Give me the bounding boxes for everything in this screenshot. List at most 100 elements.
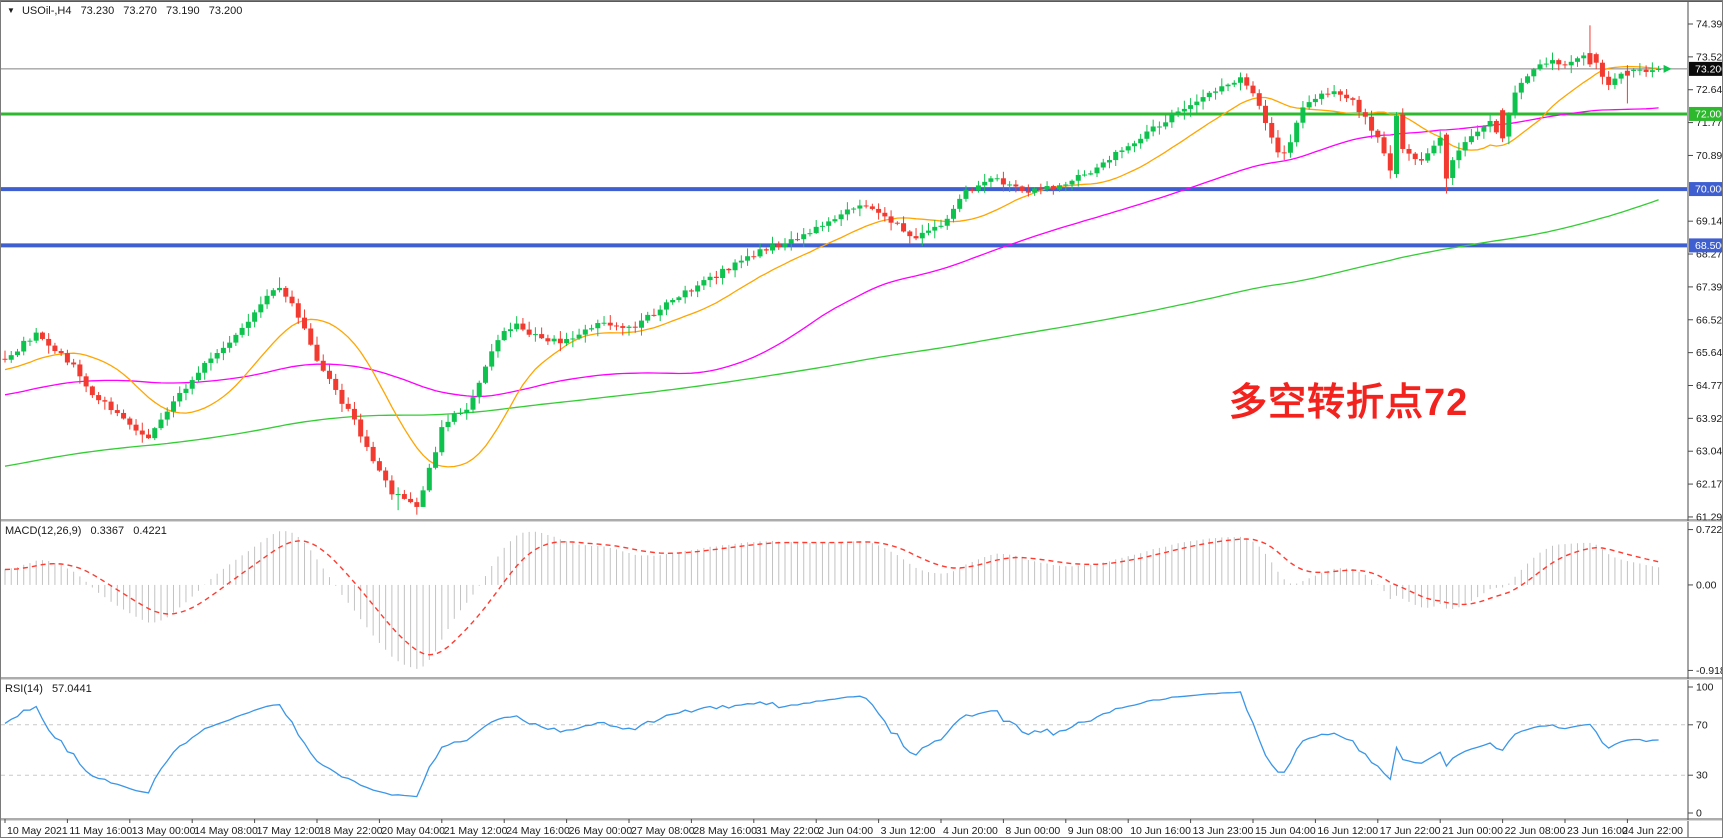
macd-axis[interactable]: 0.7229 0.00 -0.9185 xyxy=(1688,524,1723,677)
candle xyxy=(857,205,863,209)
candle xyxy=(807,233,813,235)
time-tick-label: 15 Jun 04:00 xyxy=(1255,825,1316,837)
rsi-axis-label: 0 xyxy=(1696,808,1702,820)
price-level-badge-label: 70.000 xyxy=(1695,184,1723,196)
candle xyxy=(614,325,620,327)
candle xyxy=(83,376,89,387)
candle xyxy=(495,340,501,352)
ma-slow-line xyxy=(4,199,1659,467)
candle xyxy=(1075,174,1081,181)
candle xyxy=(1418,159,1424,161)
candle xyxy=(638,320,644,328)
candle xyxy=(1094,167,1100,174)
candle xyxy=(1325,93,1331,95)
candle xyxy=(1556,60,1562,65)
candle xyxy=(351,408,357,420)
candle xyxy=(1344,94,1350,99)
chart-text-annotation[interactable]: 多空转折点72 xyxy=(1229,382,1469,424)
time-tick-label: 23 Jun 16:00 xyxy=(1567,825,1628,837)
candle xyxy=(1337,91,1343,95)
candle xyxy=(950,208,956,219)
candle xyxy=(195,372,201,381)
time-tick-label: 10 May 2021 xyxy=(7,825,68,837)
candle xyxy=(289,296,295,304)
candle xyxy=(283,287,289,297)
candle xyxy=(745,256,751,261)
candle xyxy=(1618,73,1624,79)
candle xyxy=(58,351,64,354)
candle xyxy=(1125,146,1131,151)
ma-fast-line xyxy=(4,65,1659,468)
rsi-plot[interactable] xyxy=(1,691,1687,798)
price-axis[interactable]: 74.39573.52072.64571.77070.89569.14568.2… xyxy=(1688,19,1723,524)
candle xyxy=(376,461,382,471)
time-tick-label: 16 Jun 12:00 xyxy=(1317,825,1378,837)
candle xyxy=(1375,130,1381,138)
candle xyxy=(208,358,214,363)
candle xyxy=(333,378,339,390)
candles-layer[interactable] xyxy=(2,25,1662,515)
horizontal-level-lines[interactable] xyxy=(1,68,1687,248)
candle xyxy=(8,355,14,360)
candle xyxy=(720,268,726,278)
rsi-line xyxy=(4,691,1659,798)
candle xyxy=(464,409,470,414)
candle xyxy=(470,397,476,410)
time-tick-label: 2 Jun 04:00 xyxy=(818,825,873,837)
time-tick-label: 18 May 22:00 xyxy=(319,825,383,837)
macd-axis-label: 0.7229 xyxy=(1696,524,1723,536)
candle xyxy=(139,430,145,435)
candle xyxy=(670,300,676,303)
candle xyxy=(482,366,488,383)
price-tick-label: 72.645 xyxy=(1696,84,1723,96)
time-tick-label: 11 May 16:00 xyxy=(69,825,132,837)
candle xyxy=(164,411,170,420)
candle xyxy=(1356,99,1362,113)
time-tick-label: 4 Jun 20:00 xyxy=(943,825,998,837)
candle xyxy=(1537,64,1543,70)
price-tick-label: 62.170 xyxy=(1696,479,1723,491)
candle xyxy=(1306,102,1312,108)
candle xyxy=(1500,110,1506,139)
candle xyxy=(77,364,83,377)
candle xyxy=(1593,54,1599,63)
candle xyxy=(1200,97,1206,102)
candle xyxy=(1250,85,1256,94)
candle xyxy=(932,226,938,231)
quote-close: 73.200 xyxy=(208,5,243,17)
collapse-indicator-icon[interactable]: ▼ xyxy=(7,6,15,15)
candle xyxy=(982,181,988,186)
candle xyxy=(1381,137,1387,154)
price-level-badge xyxy=(1689,238,1722,253)
candle xyxy=(426,467,432,491)
time-tick-label: 17 Jun 22:00 xyxy=(1380,825,1441,837)
ma-mid-line xyxy=(4,107,1659,398)
candle xyxy=(1531,69,1537,77)
candle xyxy=(1144,131,1150,139)
candle xyxy=(89,386,95,396)
time-tick-label: 20 May 04:00 xyxy=(381,825,445,837)
macd-plot[interactable] xyxy=(4,531,1660,669)
candle xyxy=(1518,82,1524,93)
candle xyxy=(882,212,888,217)
symbol-period-label: USOil-,H4 xyxy=(21,5,72,17)
candle xyxy=(1369,116,1375,131)
candle xyxy=(1032,188,1038,193)
candle xyxy=(214,353,220,359)
time-tick-label: 14 May 08:00 xyxy=(194,825,258,837)
candle xyxy=(501,331,507,341)
candle xyxy=(551,338,557,342)
candle xyxy=(1013,184,1019,187)
time-tick-label: 9 Jun 08:00 xyxy=(1068,825,1123,837)
rsi-axis-label: 30 xyxy=(1696,770,1708,782)
rsi-axis[interactable]: 100 70 30 0 xyxy=(1688,682,1714,820)
candle xyxy=(570,338,576,340)
candle xyxy=(1394,115,1400,175)
candle xyxy=(1188,105,1194,109)
candle xyxy=(1231,82,1237,85)
candle xyxy=(851,208,857,210)
candle xyxy=(838,214,844,220)
candle xyxy=(532,334,538,336)
